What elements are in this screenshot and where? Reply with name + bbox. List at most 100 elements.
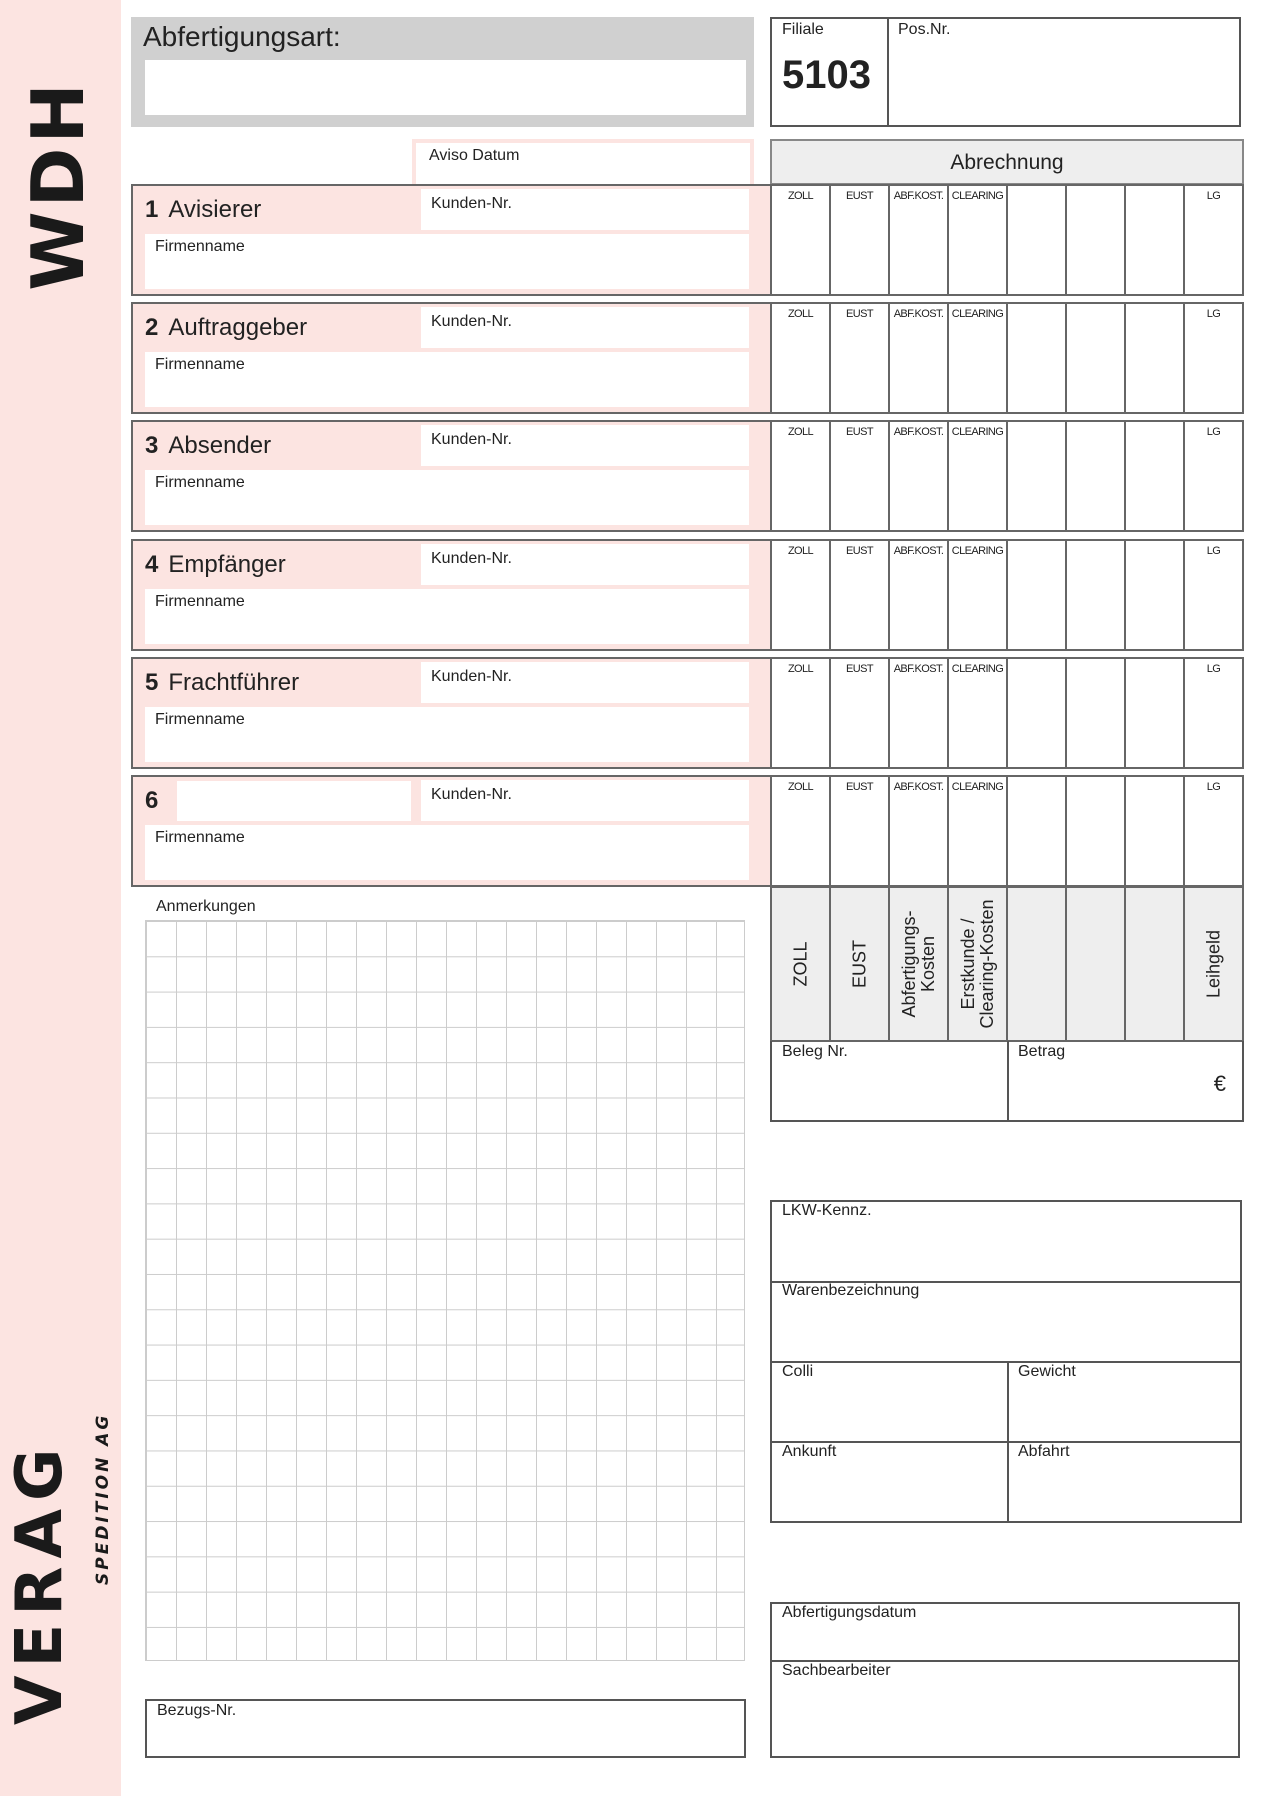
lkw-kennz-label[interactable]: LKW-Kennz. xyxy=(782,1202,872,1219)
abfahrt-label[interactable]: Abfahrt xyxy=(1018,1443,1070,1460)
firmenname-field[interactable]: Firmenname xyxy=(145,588,749,644)
aviso-datum-field[interactable]: Aviso Datum xyxy=(416,143,750,186)
betrag-label[interactable]: Betrag xyxy=(1018,1043,1066,1060)
column-header-label: Abfertigungs- Kosten xyxy=(898,910,938,1018)
abrechnung-cell[interactable]: ZOLL xyxy=(772,186,831,294)
column-header-label: Erstkunde / Clearing-Kosten xyxy=(957,899,997,1029)
section-number: 4 xyxy=(145,550,159,578)
section-4: 4 Empfänger Kunden-Nr. Firmenname xyxy=(131,538,770,651)
abrechnung-cell[interactable] xyxy=(1008,186,1067,294)
abrechnung-cell[interactable] xyxy=(1126,658,1185,767)
section-title: 4 Empfänger xyxy=(145,551,286,579)
section-number: 5 xyxy=(145,668,159,696)
section-title-text: Auftraggeber xyxy=(168,314,308,342)
abrechnung-cell[interactable] xyxy=(1126,422,1185,531)
section-title: 3 Absender xyxy=(145,432,271,460)
abrechnung-cell[interactable]: CLEARING xyxy=(949,777,1008,885)
column-header: EUST xyxy=(831,888,890,1040)
abfertigungsdatum-label[interactable]: Abfertigungsdatum xyxy=(782,1604,917,1621)
firmenname-field[interactable]: Firmenname xyxy=(145,825,749,880)
abrechnung-cell[interactable]: EUST xyxy=(831,540,890,649)
ankunft-label[interactable]: Ankunft xyxy=(782,1443,837,1460)
beleg-nr-label[interactable]: Beleg Nr. xyxy=(782,1043,848,1060)
anmerkungen-grid[interactable] xyxy=(145,920,745,1661)
abrechnung-cell[interactable] xyxy=(1008,422,1067,531)
abrechnung-cell[interactable]: CLEARING xyxy=(949,186,1008,294)
abrechnung-cell[interactable]: LG xyxy=(1206,190,1221,202)
abrechnung-cell[interactable]: EUST xyxy=(831,304,890,413)
warenbezeichnung-label[interactable]: Warenbezeichnung xyxy=(782,1282,920,1299)
abrechnung-cell[interactable]: ABF.KOST. xyxy=(890,304,949,413)
abfertigungsart-box: Abfertigungsart: xyxy=(131,17,754,127)
abrechnung-cell[interactable]: CLEARING xyxy=(949,304,1008,413)
abrechnung-cell[interactable]: ABF.KOST. xyxy=(890,422,949,531)
abrechnung-cell[interactable] xyxy=(1008,777,1067,885)
abrechnung-cell[interactable] xyxy=(1067,540,1126,649)
abrechnung-cell[interactable]: EUST xyxy=(831,658,890,767)
section-title-input[interactable] xyxy=(177,781,411,821)
pos-nr-label[interactable]: Pos.Nr. xyxy=(898,21,951,38)
kunden-nr-field[interactable]: Kunden-Nr. xyxy=(421,425,749,467)
bezugs-nr-label: Bezugs-Nr. xyxy=(157,1702,237,1719)
column-header: Erstkunde / Clearing-Kosten xyxy=(949,888,1008,1040)
abrechnung-cell[interactable] xyxy=(1008,304,1067,413)
abrechnung-cell[interactable]: LG xyxy=(1206,544,1221,557)
divider xyxy=(772,1441,1240,1443)
abrechnung-cell[interactable]: EUST xyxy=(831,777,890,885)
section-5: 5 Frachtführer Kunden-Nr. Firmenname xyxy=(131,656,770,769)
firmenname-field[interactable]: Firmenname xyxy=(145,706,749,762)
abfertigungsart-input[interactable] xyxy=(145,60,746,115)
abrechnung-row: ZOLL EUST ABF.KOST. CLEARING LG xyxy=(770,775,1244,887)
abrechnung-cell[interactable]: ZOLL xyxy=(772,658,831,767)
abrechnung-cell[interactable] xyxy=(1008,658,1067,767)
abrechnung-cell[interactable] xyxy=(1126,304,1185,413)
kunden-nr-field[interactable]: Kunden-Nr. xyxy=(421,189,749,230)
abrechnung-cell[interactable]: ABF.KOST. xyxy=(890,186,949,294)
bezugs-nr-field[interactable]: Bezugs-Nr. xyxy=(145,1699,746,1758)
kunden-nr-field[interactable]: Kunden-Nr. xyxy=(421,780,749,821)
kunden-nr-field[interactable]: Kunden-Nr. xyxy=(421,307,749,349)
abrechnung-cell[interactable] xyxy=(1067,777,1126,885)
abrechnung-cell[interactable] xyxy=(1067,422,1126,531)
abrechnung-cell[interactable]: EUST xyxy=(831,422,890,531)
sachbearbeiter-label[interactable]: Sachbearbeiter xyxy=(782,1662,891,1679)
firmenname-field[interactable]: Firmenname xyxy=(145,352,749,408)
abrechnung-cell[interactable]: LG xyxy=(1206,662,1221,675)
column-header-label: EUST xyxy=(849,939,869,989)
abrechnung-cell[interactable]: LG xyxy=(1206,781,1221,793)
column-header: Leihgeld xyxy=(1185,888,1242,1040)
abrechnung-cell[interactable] xyxy=(1067,304,1126,413)
section-title-text: Absender xyxy=(168,432,272,460)
section-number: 6 xyxy=(145,787,159,814)
footer-box: Abfertigungsdatum Sachbearbeiter xyxy=(770,1602,1240,1758)
abrechnung-row: ZOLL EUST ABF.KOST. CLEARING LG xyxy=(770,420,1244,533)
abrechnung-cell[interactable]: ABF.KOST. xyxy=(890,658,949,767)
kunden-nr-field[interactable]: Kunden-Nr. xyxy=(421,543,749,585)
kunden-nr-field[interactable]: Kunden-Nr. xyxy=(421,661,749,703)
firmenname-field[interactable]: Firmenname xyxy=(145,470,749,526)
abrechnung-cell[interactable]: ZOLL xyxy=(772,540,831,649)
abrechnung-cell[interactable] xyxy=(1067,186,1126,294)
column-header: ZOLL xyxy=(772,888,831,1040)
abrechnung-cell[interactable] xyxy=(1008,540,1067,649)
abrechnung-cell[interactable]: CLEARING xyxy=(949,658,1008,767)
abrechnung-cell[interactable] xyxy=(1126,777,1185,885)
side-strip xyxy=(0,0,121,1796)
abrechnung-cell[interactable] xyxy=(1126,186,1185,294)
abrechnung-cell[interactable]: EUST xyxy=(831,186,890,294)
abrechnung-cell[interactable]: ZOLL xyxy=(772,777,831,885)
abrechnung-cell[interactable]: ABF.KOST. xyxy=(890,777,949,885)
abrechnung-cell[interactable]: LG xyxy=(1206,426,1221,439)
abrechnung-cell[interactable]: CLEARING xyxy=(949,540,1008,649)
abrechnung-cell[interactable]: ZOLL xyxy=(772,304,831,413)
gewicht-label[interactable]: Gewicht xyxy=(1018,1363,1076,1380)
abrechnung-cell[interactable]: LG xyxy=(1206,308,1221,321)
firmenname-field[interactable]: Firmenname xyxy=(145,234,749,289)
abrechnung-cell[interactable] xyxy=(1067,658,1126,767)
abrechnung-cell[interactable]: ZOLL xyxy=(772,422,831,531)
column-header: Abfertigungs- Kosten xyxy=(890,888,949,1040)
colli-label[interactable]: Colli xyxy=(782,1363,814,1380)
abrechnung-cell[interactable] xyxy=(1126,540,1185,649)
abrechnung-cell[interactable]: CLEARING xyxy=(949,422,1008,531)
abrechnung-cell[interactable]: ABF.KOST. xyxy=(890,540,949,649)
